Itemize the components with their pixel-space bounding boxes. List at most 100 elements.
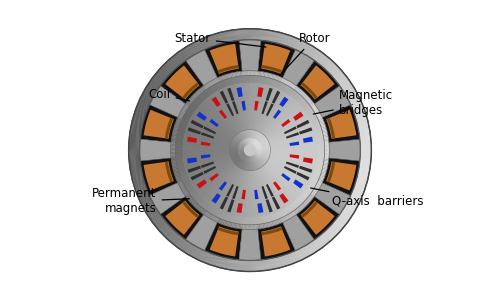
Wedge shape <box>250 86 270 150</box>
Wedge shape <box>292 38 298 49</box>
Wedge shape <box>320 100 348 115</box>
Wedge shape <box>232 215 234 223</box>
Wedge shape <box>317 149 324 150</box>
Wedge shape <box>246 75 248 83</box>
Wedge shape <box>234 136 250 150</box>
Wedge shape <box>232 222 235 228</box>
Wedge shape <box>241 40 244 71</box>
Wedge shape <box>152 77 162 85</box>
Wedge shape <box>250 150 313 175</box>
Wedge shape <box>145 174 174 184</box>
Wedge shape <box>250 150 294 201</box>
Wedge shape <box>142 166 172 173</box>
Wedge shape <box>305 107 312 112</box>
Wedge shape <box>239 145 250 150</box>
Wedge shape <box>196 150 250 192</box>
Wedge shape <box>184 150 250 166</box>
Wedge shape <box>188 150 250 177</box>
Wedge shape <box>234 29 236 41</box>
Wedge shape <box>235 223 238 228</box>
Wedge shape <box>186 214 218 251</box>
Wedge shape <box>250 150 253 162</box>
Wedge shape <box>246 130 250 150</box>
Wedge shape <box>142 165 172 173</box>
Wedge shape <box>160 85 186 104</box>
Wedge shape <box>208 82 212 88</box>
Wedge shape <box>231 150 250 159</box>
Wedge shape <box>305 188 312 193</box>
Wedge shape <box>130 167 141 171</box>
Wedge shape <box>250 107 302 150</box>
Wedge shape <box>250 150 264 166</box>
Wedge shape <box>260 216 262 224</box>
Wedge shape <box>360 148 372 149</box>
Wedge shape <box>314 184 320 189</box>
Wedge shape <box>260 229 266 259</box>
Wedge shape <box>302 246 309 257</box>
Wedge shape <box>230 149 250 150</box>
Wedge shape <box>176 136 184 139</box>
Wedge shape <box>290 211 294 217</box>
Wedge shape <box>250 127 314 150</box>
Wedge shape <box>128 150 140 152</box>
Wedge shape <box>250 138 252 150</box>
Wedge shape <box>356 181 366 186</box>
Wedge shape <box>194 101 200 106</box>
Wedge shape <box>295 95 300 101</box>
Wedge shape <box>210 224 222 253</box>
Wedge shape <box>311 200 336 221</box>
Wedge shape <box>208 97 250 150</box>
Wedge shape <box>192 150 250 184</box>
Wedge shape <box>250 140 268 150</box>
Wedge shape <box>250 103 298 150</box>
Wedge shape <box>255 229 258 260</box>
Wedge shape <box>238 150 250 216</box>
Wedge shape <box>292 251 298 262</box>
Wedge shape <box>250 131 315 150</box>
Wedge shape <box>360 155 372 156</box>
Wedge shape <box>250 229 252 260</box>
Wedge shape <box>230 73 234 79</box>
Wedge shape <box>266 259 268 270</box>
Wedge shape <box>208 224 221 253</box>
Wedge shape <box>334 72 344 80</box>
Wedge shape <box>326 118 356 127</box>
Wedge shape <box>180 123 188 126</box>
Wedge shape <box>288 205 293 212</box>
Wedge shape <box>240 150 250 158</box>
Wedge shape <box>250 150 253 217</box>
Wedge shape <box>155 190 182 207</box>
Wedge shape <box>292 216 310 243</box>
Wedge shape <box>230 78 233 85</box>
Wedge shape <box>250 138 252 150</box>
Wedge shape <box>250 135 316 150</box>
Wedge shape <box>184 114 191 119</box>
Wedge shape <box>250 150 262 153</box>
Wedge shape <box>178 116 183 120</box>
Wedge shape <box>266 199 273 212</box>
Wedge shape <box>250 83 256 150</box>
Wedge shape <box>230 150 250 156</box>
Wedge shape <box>250 141 258 150</box>
Wedge shape <box>196 98 202 104</box>
Wedge shape <box>320 171 326 175</box>
Wedge shape <box>298 98 304 103</box>
Wedge shape <box>231 142 250 150</box>
Wedge shape <box>360 158 371 160</box>
Wedge shape <box>184 136 250 150</box>
Wedge shape <box>140 159 172 164</box>
Wedge shape <box>250 128 314 150</box>
Wedge shape <box>215 216 219 222</box>
Wedge shape <box>166 62 174 71</box>
Wedge shape <box>250 150 258 169</box>
Wedge shape <box>250 138 253 150</box>
Wedge shape <box>250 110 304 150</box>
Wedge shape <box>329 156 360 160</box>
Wedge shape <box>280 48 292 77</box>
Wedge shape <box>188 124 250 150</box>
Wedge shape <box>310 79 335 100</box>
Wedge shape <box>267 78 270 85</box>
Wedge shape <box>242 76 244 83</box>
Wedge shape <box>178 129 186 132</box>
Wedge shape <box>272 79 276 87</box>
